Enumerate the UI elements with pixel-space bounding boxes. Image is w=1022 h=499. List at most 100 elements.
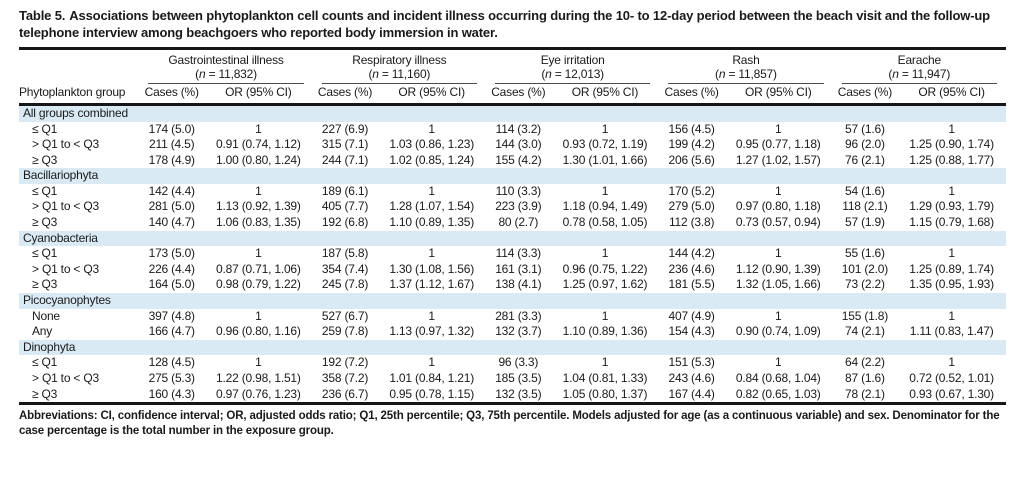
or-value: 0.90 (0.74, 1.09): [735, 324, 821, 339]
or-value: 1.10 (0.89, 1.36): [562, 324, 648, 339]
or-value: 1.13 (0.92, 1.39): [216, 199, 301, 214]
or-header: OR (95% CI): [723, 84, 833, 106]
group-name: Picocyanophytes: [19, 293, 1006, 309]
exposure-level-label: ≤ Q1: [32, 355, 58, 370]
exposure-level-label: ≤ Q1: [32, 246, 58, 261]
or-value: 1: [255, 183, 262, 198]
data-row: ≤ Q1 174 (5.0) 1 227 (6.9) 1 114 (3.2) 1 156 (4…: [19, 122, 1006, 138]
or-value: 1: [775, 308, 782, 323]
exposure-level-label: > Q1 to < Q3: [32, 371, 99, 386]
cases-value: 154 (4.3): [668, 324, 715, 339]
or-value: 1: [948, 246, 955, 261]
cases-value: 405 (7.7): [321, 199, 369, 214]
or-value: 1.30 (1.08, 1.56): [389, 261, 474, 276]
illness-n: (n = 11,857): [715, 66, 777, 81]
or-value: 0.96 (0.80, 1.16): [216, 324, 301, 339]
illness-spanner-row: Gastrointestinal illness (n = 11,832) Re…: [19, 46, 1006, 85]
cases-value: 279 (5.0): [668, 199, 715, 214]
or-value: 1.28 (1.07, 1.54): [389, 199, 474, 214]
cases-value: 161 (3.1): [495, 261, 542, 276]
exposure-level-label: ≥ Q3: [32, 277, 58, 292]
exposure-level-label: ≤ Q1: [32, 121, 58, 136]
exposure-level-label: > Q1 to < Q3: [32, 199, 99, 214]
or-value: 0.91 (0.74, 1.12): [216, 137, 301, 152]
cases-value: 354 (7.4): [321, 261, 369, 276]
or-value: 1: [948, 355, 955, 370]
cases-value: 187 (5.8): [321, 246, 369, 261]
group-band-row: All groups combined: [19, 104, 1006, 122]
cases-value: 181 (5.5): [668, 277, 715, 292]
or-value: 1: [255, 355, 262, 370]
data-row: ≥ Q3 160 (4.3) 0.97 (0.76, 1.23) 236 (6.7) 0…: [19, 386, 1006, 406]
cases-value: 54 (1.6): [845, 183, 885, 198]
data-row: ≤ Q1 128 (4.5) 1 192 (7.2) 1 96 (3.3) 1 151 (5.…: [19, 355, 1006, 371]
data-row: > Q1 to < Q3 211 (4.5) 0.91 (0.74, 1.12) 31…: [19, 137, 1006, 153]
or-value: 0.73 (0.57, 0.94): [735, 215, 821, 230]
cases-value: 132 (3.5): [486, 386, 551, 406]
cases-value: 236 (6.7): [312, 386, 378, 406]
or-value: 0.93 (0.67, 1.30): [897, 386, 1006, 406]
corner-cell: [19, 46, 140, 85]
or-value: 1.15 (0.79, 1.68): [909, 215, 994, 230]
or-value: 1: [255, 121, 262, 136]
cases-value: 57 (1.6): [845, 121, 885, 136]
cases-value: 151 (5.3): [668, 355, 715, 370]
cases-value: 407 (4.9): [668, 308, 715, 323]
or-header: OR (95% CI): [204, 84, 313, 106]
group-name: Cyanobacteria: [19, 230, 1006, 247]
or-value: 1: [948, 183, 955, 198]
group-band-row: Picocyanophytes: [19, 293, 1006, 309]
cases-value: 128 (4.5): [148, 355, 195, 370]
data-row: > Q1 to < Q3 226 (4.4) 0.87 (0.71, 1.06) 35…: [19, 262, 1006, 278]
cases-header: Cases (%): [486, 84, 551, 106]
or-header: OR (95% CI): [897, 84, 1006, 106]
exposure-level-label: > Q1 to < Q3: [32, 137, 99, 152]
or-value: 1.05 (0.80, 1.37): [550, 386, 660, 406]
group-name: Bacillariophyta: [19, 168, 1006, 184]
paper-table-page: Table 5. Associations between phytoplankt…: [19, 8, 1006, 437]
cases-value: 110 (3.3): [495, 183, 542, 198]
data-row: ≥ Q3 178 (4.9) 1.00 (0.80, 1.24) 244 (7.1) 1…: [19, 153, 1006, 169]
cases-value: 73 (2.2): [845, 277, 885, 292]
or-value: 1.10 (0.89, 1.35): [389, 215, 474, 230]
cases-value: 243 (4.6): [668, 371, 715, 386]
subheader-row: Phytoplankton group Cases (%) OR (95% CI…: [19, 84, 1006, 106]
data-row: > Q1 to < Q3 281 (5.0) 1.13 (0.92, 1.39) 40…: [19, 199, 1006, 215]
cases-value: 275 (5.3): [148, 371, 195, 386]
or-value: 1: [601, 355, 609, 370]
cases-value: 167 (4.4): [659, 386, 724, 406]
cases-value: 281 (3.3): [495, 308, 542, 323]
cases-value: 397 (4.8): [148, 308, 195, 323]
illness-header-respiratory: Respiratory illness (n = 11,160): [312, 46, 486, 85]
cases-value: 178 (4.9): [148, 152, 195, 167]
or-value: 1.02 (0.85, 1.24): [389, 152, 474, 167]
illness-name: Eye irritation: [540, 52, 605, 67]
or-value: 1.29 (0.93, 1.79): [909, 199, 994, 214]
or-value: 1.13 (0.97, 1.32): [389, 324, 474, 339]
or-header: OR (95% CI): [377, 84, 486, 106]
illness-header-gastrointestinal: Gastrointestinal illness (n = 11,832): [139, 46, 313, 85]
cases-value: 78 (2.1): [832, 386, 898, 406]
cases-value: 199 (4.2): [668, 137, 715, 152]
cases-value: 96 (2.0): [845, 137, 885, 152]
cases-value: 87 (1.6): [845, 371, 885, 386]
results-table: Gastrointestinal illness (n = 11,832) Re…: [19, 46, 1006, 406]
illness-header-eye-irritation: Eye irritation (n = 12,013): [486, 46, 660, 85]
or-value: 1: [948, 308, 955, 323]
or-value: 1.00 (0.80, 1.24): [216, 152, 301, 167]
or-value: 1: [775, 246, 782, 261]
cases-value: 160 (4.3): [139, 386, 205, 406]
or-value: 1: [428, 121, 435, 136]
cases-value: 223 (3.9): [495, 199, 542, 214]
illness-name: Respiratory illness: [352, 52, 447, 67]
exposure-level-label: > Q1 to < Q3: [32, 261, 99, 276]
or-value: 1: [775, 121, 782, 136]
or-value: 1: [255, 308, 262, 323]
illness-n: (n = 11,160): [368, 66, 431, 81]
or-value: 1.03 (0.86, 1.23): [389, 137, 474, 152]
table-body: All groups combined ≤ Q1 174 (5.0) 1 227 (6.…: [19, 104, 1006, 406]
cases-value: 64 (2.2): [845, 355, 885, 370]
table-number: Table 5.: [19, 8, 66, 23]
or-value: 1.18 (0.94, 1.49): [562, 199, 648, 214]
or-value: 0.98 (0.79, 1.22): [216, 277, 301, 292]
